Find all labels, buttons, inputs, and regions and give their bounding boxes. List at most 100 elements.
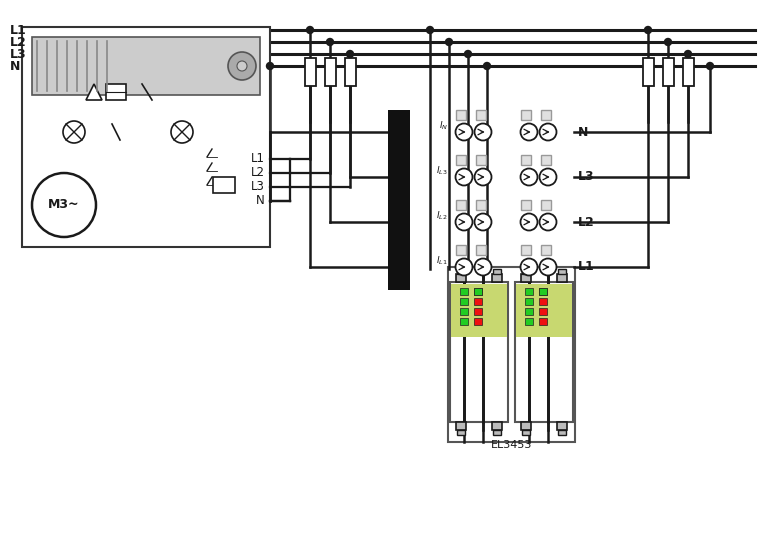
Circle shape — [685, 50, 692, 57]
Circle shape — [464, 50, 472, 57]
Circle shape — [706, 62, 713, 70]
Bar — [492, 274, 502, 282]
Bar — [476, 110, 486, 120]
Bar — [474, 318, 482, 325]
Text: $I_{L3}$: $I_{L3}$ — [437, 164, 448, 177]
Bar — [460, 288, 468, 295]
Circle shape — [474, 258, 492, 275]
Bar — [474, 288, 482, 295]
Text: L1: L1 — [578, 261, 594, 273]
Circle shape — [32, 173, 96, 237]
Bar — [460, 318, 468, 325]
Bar — [474, 288, 482, 295]
Bar — [521, 422, 531, 430]
Circle shape — [171, 121, 193, 143]
Bar — [457, 269, 465, 274]
Bar — [388, 109, 410, 155]
Text: N: N — [257, 194, 265, 208]
Circle shape — [446, 39, 453, 45]
Circle shape — [539, 168, 557, 185]
Text: L1: L1 — [10, 24, 27, 36]
Circle shape — [237, 61, 247, 71]
Circle shape — [483, 62, 490, 70]
Circle shape — [427, 26, 434, 34]
Bar — [451, 284, 507, 337]
Bar — [456, 245, 466, 255]
Text: $I_{L1}$: $I_{L1}$ — [437, 255, 448, 267]
Circle shape — [456, 124, 473, 141]
Bar — [345, 58, 355, 86]
Circle shape — [306, 26, 313, 34]
Bar — [474, 298, 482, 305]
Bar — [539, 308, 547, 315]
Bar — [388, 245, 410, 289]
Bar — [460, 308, 468, 315]
Bar — [456, 200, 466, 210]
Bar — [643, 58, 653, 86]
Circle shape — [456, 258, 473, 275]
Text: L2: L2 — [578, 215, 594, 229]
Circle shape — [346, 50, 353, 57]
Bar — [456, 274, 466, 282]
Bar — [476, 155, 486, 165]
Bar — [515, 282, 573, 422]
Bar — [541, 245, 551, 255]
Text: N: N — [578, 125, 588, 139]
Circle shape — [474, 214, 492, 231]
Bar — [525, 318, 533, 325]
Bar — [325, 58, 336, 86]
Bar — [476, 245, 486, 255]
Bar — [541, 200, 551, 210]
Circle shape — [474, 124, 492, 141]
Circle shape — [474, 168, 492, 185]
Circle shape — [644, 26, 652, 34]
Bar — [683, 58, 693, 86]
Bar — [521, 245, 531, 255]
Bar — [541, 110, 551, 120]
Text: L2: L2 — [251, 167, 265, 179]
Bar — [456, 422, 466, 430]
Circle shape — [521, 214, 538, 231]
Circle shape — [664, 39, 672, 45]
Circle shape — [521, 168, 538, 185]
Circle shape — [456, 214, 473, 231]
Bar — [450, 282, 508, 422]
Bar — [525, 308, 533, 315]
Bar — [22, 27, 270, 247]
Text: EL3453: EL3453 — [491, 440, 532, 450]
Bar — [388, 199, 410, 245]
Circle shape — [63, 121, 85, 143]
Circle shape — [326, 39, 333, 45]
Circle shape — [267, 62, 273, 70]
Text: N: N — [10, 60, 21, 72]
Bar — [539, 318, 547, 325]
Polygon shape — [86, 84, 102, 100]
Bar — [457, 430, 465, 435]
Bar — [476, 200, 486, 210]
Text: $I_N$: $I_N$ — [439, 120, 448, 132]
Bar — [456, 155, 466, 165]
Bar — [516, 284, 572, 337]
Text: M3~: M3~ — [48, 199, 80, 211]
Bar — [557, 422, 567, 430]
Bar — [525, 298, 533, 305]
Text: L1: L1 — [251, 152, 265, 166]
Bar — [106, 84, 126, 100]
Circle shape — [521, 258, 538, 275]
Bar — [539, 298, 547, 305]
Bar — [305, 58, 316, 86]
Bar — [493, 430, 501, 435]
Bar — [521, 110, 531, 120]
Bar — [521, 200, 531, 210]
Bar — [521, 274, 531, 282]
Circle shape — [539, 124, 557, 141]
Bar — [32, 37, 260, 95]
Circle shape — [521, 124, 538, 141]
Bar — [558, 269, 566, 274]
Circle shape — [456, 168, 473, 185]
Bar — [663, 58, 673, 86]
Circle shape — [228, 52, 256, 80]
Circle shape — [539, 214, 557, 231]
Text: L3: L3 — [578, 171, 594, 183]
Bar — [539, 288, 547, 295]
